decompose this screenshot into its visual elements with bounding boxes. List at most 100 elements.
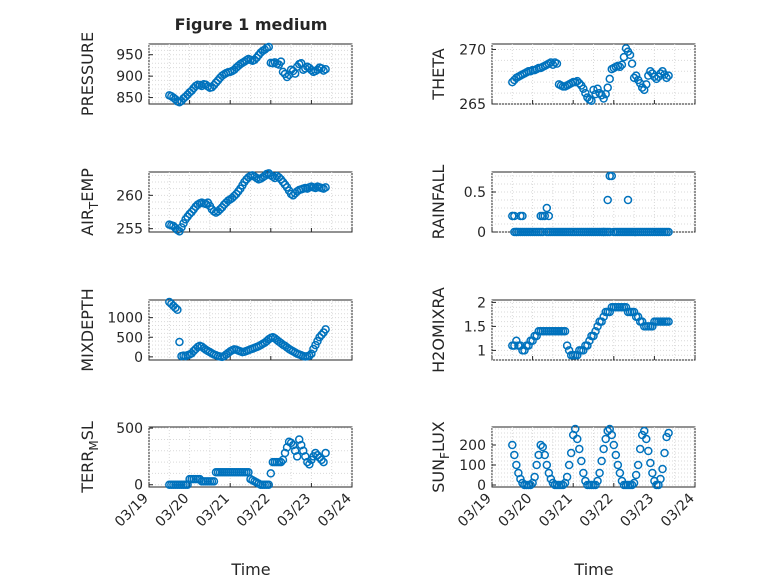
y-tick-label: 100 (459, 458, 486, 474)
data-point (593, 322, 602, 331)
data-point (562, 472, 572, 482)
x-tick-label: 03/22 (577, 491, 617, 531)
y-tick-label: 500 (116, 330, 143, 346)
data-point (528, 336, 537, 346)
y-axis-label: MIXDEPTH (78, 288, 97, 371)
y-axis-label: PRESSURE (78, 32, 97, 116)
y-tick-label: 0 (134, 350, 143, 366)
x-tick-label: 03/20 (153, 491, 193, 531)
data-point (589, 331, 598, 341)
x-tick-label: 03/24 (658, 490, 698, 530)
data-point (171, 303, 180, 313)
data-point (542, 460, 552, 470)
y-tick-label: 2 (477, 295, 486, 311)
data-point (581, 88, 590, 98)
data-point (644, 446, 653, 456)
data-point (536, 440, 545, 450)
data-point (317, 455, 326, 465)
panel-6: 1 1.5 2 H2OMIXRA (429, 287, 696, 373)
data-point (605, 307, 614, 317)
data-point (516, 341, 525, 350)
data-point (564, 346, 574, 355)
data-point (646, 458, 655, 468)
data-point (599, 94, 608, 103)
data-point (530, 472, 539, 482)
data-point (609, 440, 619, 450)
data-point (615, 468, 625, 478)
y-tick-label: 900 (116, 69, 143, 85)
x-tick-label: 03/22 (234, 491, 274, 531)
data-point (633, 312, 643, 322)
x-tick-label: 03/23 (274, 491, 314, 531)
panel-2: 265 270 THETA (429, 42, 696, 113)
data-point (175, 337, 184, 347)
data-point (583, 341, 592, 350)
data-point (648, 468, 657, 478)
data-point (629, 73, 639, 83)
data-point (658, 464, 667, 474)
data-point (591, 326, 600, 336)
data-point (544, 227, 554, 237)
y-tick-label: 950 (116, 48, 143, 64)
data-point (627, 59, 637, 68)
data-point (512, 336, 521, 346)
data-point (526, 480, 535, 490)
data-point (595, 88, 604, 98)
data-point (597, 317, 606, 326)
data-point (585, 336, 594, 346)
data-point (644, 71, 653, 80)
x-tick-label: 03/20 (496, 491, 536, 531)
data-point (305, 460, 314, 469)
data-point (179, 219, 188, 228)
panel-3: 255 260 AIRTEMP (78, 168, 353, 238)
data-point (579, 346, 588, 355)
data-point (313, 65, 322, 74)
data-point (520, 346, 529, 355)
data-point (538, 227, 547, 237)
data-point (532, 460, 541, 470)
data-point (510, 450, 519, 460)
y-axis-label: TERRMSL (78, 421, 101, 494)
data-point (266, 469, 276, 478)
data-point (276, 457, 286, 467)
data-point (664, 317, 673, 326)
data-point (197, 81, 207, 91)
y-tick-label: 1000 (107, 311, 143, 327)
data-point (621, 302, 631, 312)
data-point (615, 62, 625, 72)
data-point (627, 480, 637, 490)
panel-5: 0 500 1000 MIXDEPTH (78, 288, 353, 372)
panel-8: 0 100 200 03/19 03/20 03/21 03/22 03/23 03/24 SUN… (429, 421, 698, 530)
data-point (573, 434, 582, 444)
data-point (597, 456, 606, 466)
data-point (558, 480, 568, 490)
data-point (546, 474, 556, 484)
data-point (637, 317, 647, 326)
data-point (660, 448, 669, 458)
x-axis-label-right: Time (573, 560, 613, 579)
data-point (292, 452, 302, 461)
data-point (573, 350, 582, 360)
data-point (209, 477, 219, 486)
data-point (605, 227, 614, 237)
data-point (599, 444, 608, 454)
data-point (508, 440, 517, 450)
data-point (510, 211, 519, 221)
data-point (662, 432, 671, 442)
data-point (587, 96, 596, 105)
data-point (652, 74, 661, 84)
y-tick-label: 1 (477, 343, 486, 359)
data-point (579, 468, 588, 478)
data-point (640, 426, 649, 436)
x-tick-label: 03/19 (455, 491, 495, 531)
data-point (607, 430, 617, 440)
y-tick-label: 260 (116, 188, 143, 204)
data-point (264, 42, 274, 52)
data-point (631, 71, 641, 80)
data-point (593, 84, 602, 93)
x-tick-label: 03/21 (536, 491, 576, 531)
data-point (656, 69, 665, 78)
data-point (603, 83, 612, 92)
data-point (562, 341, 572, 350)
panel-4: 0 0.5 RAINFALL (429, 165, 696, 241)
